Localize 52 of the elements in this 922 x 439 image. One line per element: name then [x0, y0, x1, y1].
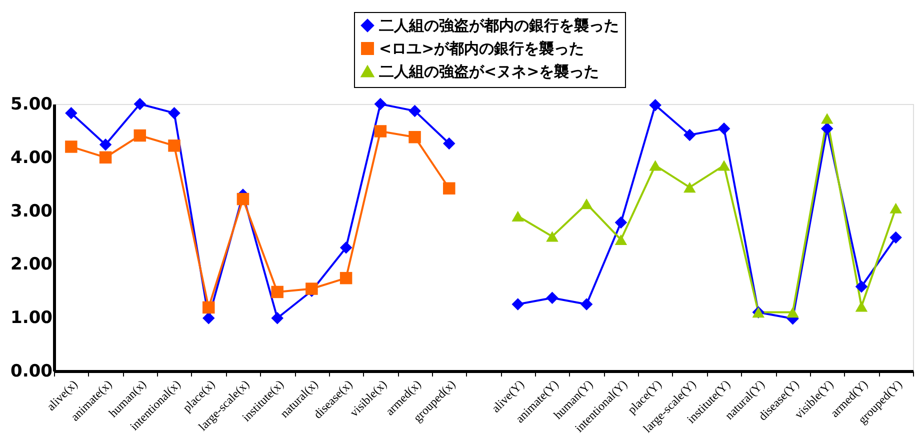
point — [512, 210, 524, 222]
point — [99, 138, 112, 151]
point — [512, 298, 524, 310]
y-tick-label: 0.00 — [10, 362, 53, 382]
point — [271, 286, 284, 298]
point — [65, 106, 78, 120]
point — [202, 312, 215, 324]
point — [855, 280, 868, 293]
point — [614, 216, 628, 229]
point — [580, 198, 593, 210]
point — [202, 301, 215, 314]
point — [408, 104, 421, 118]
point — [890, 202, 902, 214]
y-tick-label: 5.00 — [10, 94, 53, 114]
y-tick-label: 3.00 — [10, 201, 53, 222]
legend-label: 二人組の強盗が<ヌネ>を襲った — [379, 62, 600, 80]
point — [718, 122, 730, 135]
point — [340, 242, 352, 254]
point — [684, 128, 696, 142]
point — [306, 282, 318, 295]
point — [134, 98, 146, 110]
point — [168, 106, 180, 120]
point — [374, 98, 387, 110]
point — [340, 272, 352, 284]
point — [134, 129, 146, 142]
y-tick-label: 4.00 — [10, 148, 53, 168]
y-tick-label: 2.00 — [10, 254, 53, 275]
point — [786, 306, 799, 318]
point — [99, 151, 112, 164]
point — [546, 231, 558, 242]
point — [236, 192, 250, 206]
point — [890, 231, 902, 244]
point — [65, 140, 78, 153]
point — [820, 122, 834, 135]
point — [649, 160, 662, 171]
point — [614, 234, 628, 245]
point — [649, 98, 662, 112]
point — [374, 125, 387, 138]
legend-label: <ロユ>が都内の銀行を襲った — [379, 40, 584, 58]
point — [855, 301, 868, 312]
point — [546, 292, 558, 304]
point — [271, 312, 284, 324]
point — [443, 137, 456, 150]
point — [443, 182, 456, 194]
legend-label: 二人組の強盗が都内の銀行を襲った — [379, 16, 619, 34]
y-tick-label: 1.00 — [10, 308, 53, 328]
point — [718, 160, 730, 171]
point — [580, 298, 593, 310]
point — [684, 182, 696, 193]
point — [408, 130, 421, 144]
point — [168, 140, 180, 152]
point — [820, 113, 834, 124]
